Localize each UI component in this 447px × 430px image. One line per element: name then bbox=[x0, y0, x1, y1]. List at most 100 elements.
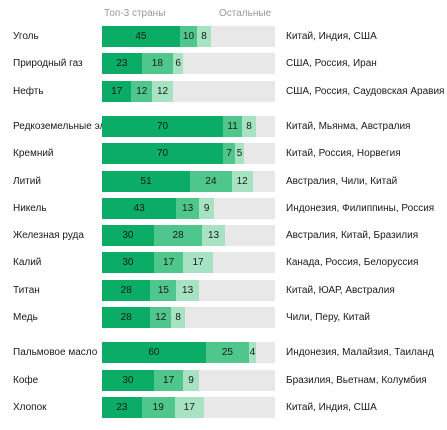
bar-value-label: 9 bbox=[188, 375, 194, 386]
bar-value-label: 5 bbox=[236, 148, 243, 159]
bar-track: 70 7 5 bbox=[102, 143, 275, 164]
chart-row: Литий Австралия, Чили, Китай 51 24 12 bbox=[0, 171, 447, 193]
bar-value-label: 17 bbox=[183, 402, 195, 413]
bar-value-label: 30 bbox=[122, 230, 134, 241]
bar-track: 60 25 4 bbox=[102, 342, 275, 363]
category-label: Нефть bbox=[13, 86, 44, 97]
bar-segment-third bbox=[242, 116, 256, 137]
bar-value-label: 17 bbox=[163, 257, 175, 268]
chart-row: Редкоземельные элементы Китай, Мьянма, Ав… bbox=[0, 116, 447, 138]
bar-segment-third bbox=[235, 143, 244, 164]
bar-segment-third bbox=[176, 280, 199, 301]
countries-label: Китай, Индия, США bbox=[286, 31, 377, 42]
bar-value-label: 60 bbox=[148, 347, 160, 358]
bar-track: 43 13 9 bbox=[102, 198, 275, 219]
bar-value-label: 7 bbox=[226, 148, 232, 159]
bar-segment-second bbox=[153, 225, 203, 246]
bar-track: 23 18 6 bbox=[102, 53, 275, 74]
countries-label: Чили, Перу, Китай bbox=[286, 312, 371, 323]
countries-label: Австралия, Чили, Китай bbox=[286, 176, 398, 187]
bar-value-label: 11 bbox=[227, 121, 238, 132]
category-label: Калий bbox=[13, 257, 42, 268]
bar-segment-second bbox=[179, 26, 198, 47]
bar-value-label: 13 bbox=[208, 230, 220, 241]
bar-value-label: 6 bbox=[175, 58, 181, 69]
bar-segment-second bbox=[141, 53, 173, 74]
countries-label: США, Россия, Саудовская Аравия bbox=[286, 86, 445, 97]
bar-segment-first bbox=[102, 252, 154, 273]
countries-label: Австралия, Китай, Бразилия bbox=[286, 230, 419, 241]
bar-segment-second bbox=[153, 252, 184, 273]
bar-segment-third bbox=[174, 397, 205, 418]
bar-track: 45 10 8 bbox=[102, 26, 275, 47]
bar-value-label: 12 bbox=[155, 312, 167, 323]
bar-value-label: 23 bbox=[116, 58, 128, 69]
bar-segment-second bbox=[190, 171, 232, 192]
bar-track: 28 12 8 bbox=[102, 307, 275, 328]
chart-row: Кремний Китай, Россия, Норвегия 70 7 5 bbox=[0, 143, 447, 165]
bar-value-label: 25 bbox=[221, 347, 233, 358]
bar-value-label: 13 bbox=[182, 285, 194, 296]
bar-segment-second bbox=[131, 81, 153, 102]
countries-label: Канада, Россия, Белоруссия bbox=[286, 257, 419, 268]
chart-row: Железная руда Австралия, Китай, Бразилия 3… bbox=[0, 225, 447, 247]
bar-value-label: 45 bbox=[135, 31, 147, 42]
bar-track: 30 17 9 bbox=[102, 370, 275, 391]
bar-track: 70 11 8 bbox=[102, 116, 275, 137]
bar-value-label: 8 bbox=[175, 312, 181, 323]
bar-track: 51 24 12 bbox=[102, 171, 275, 192]
category-label: Хлопок bbox=[13, 402, 47, 413]
bar-value-label: 8 bbox=[246, 121, 252, 132]
bar-value-label: 17 bbox=[111, 86, 123, 97]
bar-segment-third bbox=[183, 370, 199, 391]
chart-row: Титан Китай, ЮАР, Австралия 28 15 13 bbox=[0, 280, 447, 302]
bar-value-label: 17 bbox=[163, 375, 175, 386]
category-label: Кремний bbox=[13, 148, 54, 159]
countries-label: Индонезия, Филиппины, Россия bbox=[286, 203, 435, 214]
category-label: Титан bbox=[13, 285, 40, 296]
category-label: Железная руда bbox=[13, 230, 84, 241]
bar-value-label: 28 bbox=[120, 312, 132, 323]
bar-segment-first bbox=[102, 280, 151, 301]
bar-value-label: 24 bbox=[205, 176, 217, 187]
bar-segment-first bbox=[102, 342, 206, 363]
category-label: Литий bbox=[13, 176, 41, 187]
bar-track: 30 28 13 bbox=[102, 225, 275, 246]
category-label: Уголь bbox=[13, 31, 39, 42]
bar-track: 28 15 13 bbox=[102, 280, 275, 301]
bar-value-label: 19 bbox=[152, 402, 164, 413]
chart-row: Никель Индонезия, Филиппины, Россия 43 13 9 bbox=[0, 198, 447, 220]
bar-value-label: 23 bbox=[116, 402, 128, 413]
category-label: Пальмовое масло bbox=[13, 347, 98, 358]
bar-track: 17 12 12 bbox=[102, 81, 275, 102]
bar-value-label: 17 bbox=[192, 257, 204, 268]
category-label: Редкоземельные элементы bbox=[13, 121, 141, 132]
countries-label: США, Россия, Иран bbox=[286, 58, 377, 69]
bar-segment-first bbox=[102, 370, 154, 391]
bar-value-label: 28 bbox=[120, 285, 132, 296]
bar-segment-first bbox=[102, 81, 132, 102]
bar-value-label: 9 bbox=[203, 203, 210, 214]
bar-value-label: 12 bbox=[156, 86, 169, 97]
chart-row: Природный газ США, Россия, Иран 23 18 6 bbox=[0, 53, 447, 75]
bar-segment-second bbox=[223, 116, 243, 137]
bar-segment-first bbox=[102, 307, 151, 328]
bar-value-label: 10 bbox=[182, 31, 195, 42]
bar-segment-first bbox=[102, 143, 224, 164]
bar-segment-second bbox=[153, 370, 184, 391]
category-label: Никель bbox=[13, 203, 47, 214]
countries-label: Индонезия, Малайзия, Таиланд bbox=[286, 347, 434, 358]
bar-value-label: 8 bbox=[201, 31, 207, 42]
bar-segment-third bbox=[249, 342, 256, 363]
bar-segment-third bbox=[202, 225, 225, 246]
bar-segment-third bbox=[172, 53, 184, 74]
bar-track: 30 17 17 bbox=[102, 252, 275, 273]
bar-segment-third bbox=[171, 307, 186, 328]
bar-segment-third bbox=[183, 252, 213, 273]
bar-value-label: 30 bbox=[122, 257, 134, 268]
bar-value-label: 43 bbox=[133, 203, 145, 214]
category-label: Медь bbox=[13, 312, 38, 323]
bar-segment-second bbox=[141, 397, 175, 418]
bar-value-label: 51 bbox=[140, 176, 152, 187]
bar-segment-first bbox=[102, 198, 177, 219]
